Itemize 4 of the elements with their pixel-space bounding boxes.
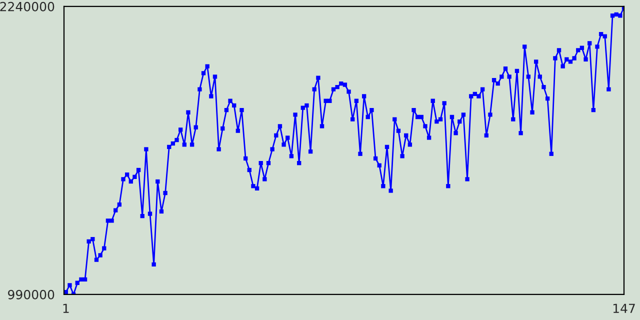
y-tick-label: 2240000 xyxy=(0,2,54,12)
x-tick-label: 1 xyxy=(63,304,69,313)
y-tick-label: 990000 xyxy=(8,290,54,300)
x-tick-label: 147 xyxy=(613,304,635,313)
